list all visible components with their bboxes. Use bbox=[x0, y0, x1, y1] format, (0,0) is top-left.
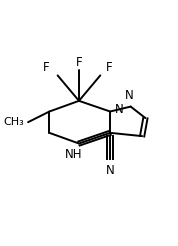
Text: F: F bbox=[106, 61, 113, 74]
Text: CH₃: CH₃ bbox=[3, 117, 24, 127]
Text: N: N bbox=[115, 103, 124, 116]
Text: NH: NH bbox=[65, 148, 83, 161]
Text: F: F bbox=[76, 56, 82, 69]
Text: F: F bbox=[43, 61, 49, 74]
Text: N: N bbox=[106, 164, 114, 177]
Text: N: N bbox=[125, 89, 133, 102]
